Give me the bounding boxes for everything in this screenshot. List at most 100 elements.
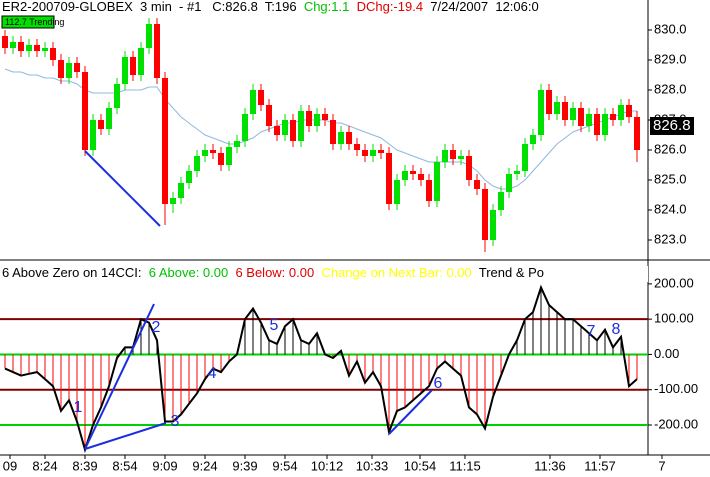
y-tick-label: 830.0 (654, 21, 687, 36)
candle-body (570, 108, 576, 120)
annotation: 3 (171, 413, 180, 430)
candle-body (298, 111, 304, 141)
candle-body (618, 105, 624, 120)
last-price-label: 826.8 (653, 117, 691, 134)
candle-body (42, 48, 48, 51)
candle-body (186, 171, 192, 183)
candle-body (50, 48, 56, 60)
trend-line (84, 422, 167, 450)
candle-body (386, 153, 392, 204)
candle-body (34, 45, 40, 51)
header-part: ER2-200709-GLOBEX 3 min - #1 C:826.8 T:1… (2, 0, 304, 14)
y-tick-label: 100.00 (654, 311, 694, 326)
candle-body (74, 63, 80, 72)
candle-body (258, 90, 264, 105)
candle-body (346, 132, 352, 144)
candle-body (322, 114, 328, 120)
candle-body (106, 108, 112, 129)
candle-body (578, 108, 584, 126)
trend-line (388, 389, 433, 435)
candle-body (58, 60, 64, 78)
candle-body (554, 102, 560, 114)
candle-body (434, 162, 440, 201)
annotation: 1 (74, 399, 83, 416)
candle-body (426, 180, 432, 201)
candle-body (474, 180, 480, 189)
candle-body (338, 132, 344, 144)
annotation: 5 (270, 317, 279, 334)
candle-body (458, 156, 464, 159)
candle-body (218, 153, 224, 165)
candle-body (10, 42, 16, 48)
candle-body (546, 90, 552, 114)
candle-body (122, 57, 128, 84)
x-tick-label: 11:15 (449, 458, 481, 473)
trend-line (84, 150, 161, 227)
y-tick-label: 826.0 (654, 141, 687, 156)
y-tick-label: 828.0 (654, 81, 687, 96)
candle-body (290, 120, 296, 141)
candle-body (194, 156, 200, 171)
candle-body (306, 111, 312, 126)
candle-body (282, 120, 288, 135)
candle-body (586, 114, 592, 126)
y-tick-label: 829.0 (654, 51, 687, 66)
candle-body (138, 48, 144, 75)
candle-body (162, 78, 168, 204)
candle-body (394, 180, 400, 204)
candle-body (562, 102, 568, 120)
candle-body (634, 117, 640, 150)
candle-body (610, 114, 616, 120)
candle-body (90, 120, 96, 150)
header-part: 7/24/2007 12:06:0 (423, 0, 539, 14)
annotation: 7 (587, 323, 596, 340)
candle-body (226, 147, 232, 165)
candle-body (378, 150, 384, 153)
x-tick-label: 7 (658, 458, 665, 473)
candle-body (2, 36, 8, 48)
y-tick-label: 823.0 (654, 231, 687, 246)
candle-body (530, 135, 536, 144)
cci-line (4, 284, 638, 454)
candle-body (130, 57, 136, 75)
annotation: 8 (612, 321, 621, 338)
candle-body (234, 141, 240, 147)
x-tick-label: 8:39 (72, 458, 97, 473)
candle-body (82, 72, 88, 150)
x-tick-label: 9:39 (232, 458, 257, 473)
header-part: 6 Below: 0.00 (235, 265, 321, 280)
y-tick-label: -100.00 (654, 381, 698, 396)
candle-body (354, 144, 360, 150)
trend-line (84, 303, 155, 450)
x-tick-label: 09 (3, 458, 17, 473)
candle-body (66, 63, 72, 78)
x-tick-label: 11:57 (584, 458, 616, 473)
candle-body (242, 114, 248, 141)
header: 6 Above Zero on 14CCI: 6 Above: 0.00 6 B… (2, 265, 544, 280)
header-part: 6 Above: 0.00 (149, 265, 236, 280)
last-price-box (650, 117, 694, 135)
candle-body (482, 189, 488, 240)
candle-body (98, 120, 104, 129)
y-tick-label: -200.00 (654, 416, 698, 431)
header-bg (0, 266, 648, 282)
y-tick-label: 824.0 (654, 201, 687, 216)
header-part: Change on Next Bar: 0.00 (321, 265, 478, 280)
x-tick-label: 9:54 (272, 458, 297, 473)
annotations: 1 2 3 4 5 6 7 8 (74, 317, 621, 430)
candle-body (114, 84, 120, 108)
candle-body (274, 126, 280, 135)
annotation: 4 (208, 365, 217, 382)
candle-body (154, 24, 160, 78)
annotation: 2 (152, 319, 161, 336)
header-part: 6 Above Zero on 14CCI: (2, 265, 149, 280)
candle-body (514, 171, 520, 174)
candle-body (250, 90, 256, 114)
y-tick-label: 825.0 (654, 171, 687, 186)
candle-body (370, 150, 376, 156)
x-tick-label: 9:09 (152, 458, 177, 473)
header-part: DChg:-19.4 (349, 0, 423, 14)
candle-body (202, 150, 208, 156)
annotation: 6 (434, 375, 443, 392)
